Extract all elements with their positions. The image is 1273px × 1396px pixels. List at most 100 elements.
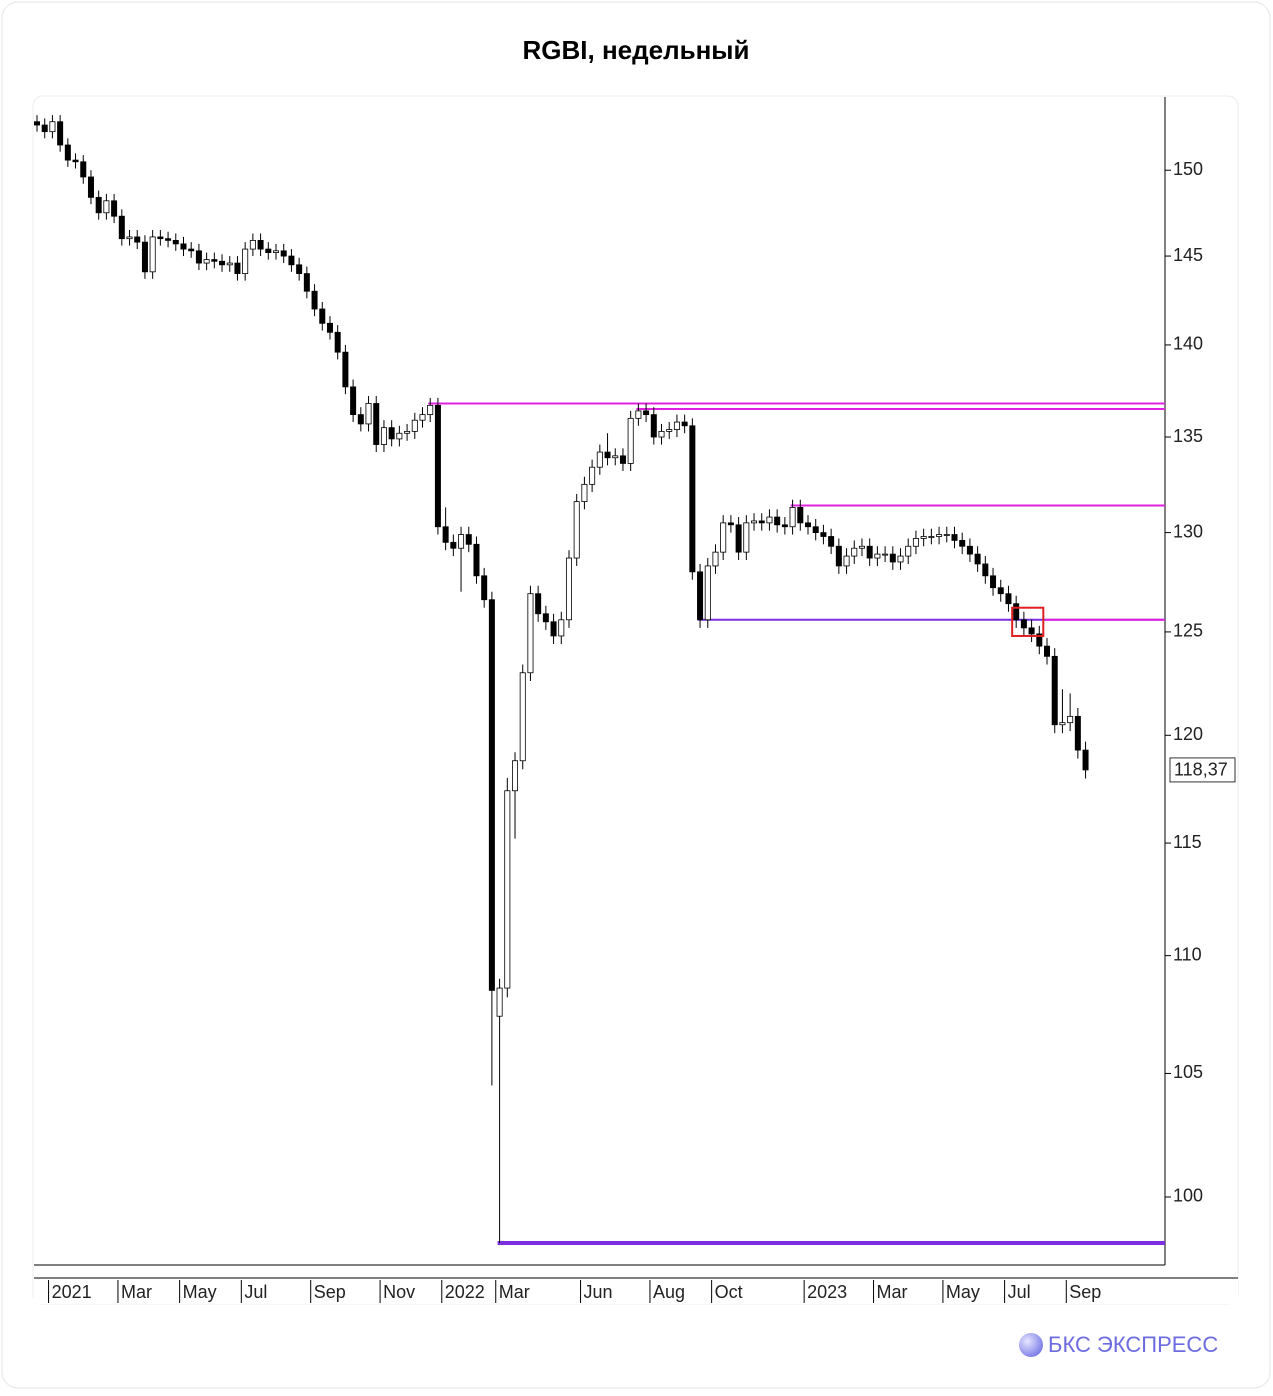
candle-body <box>481 575 488 601</box>
candle-body <box>1082 749 1089 771</box>
last-value-box <box>1169 757 1236 783</box>
candle-body <box>434 404 441 528</box>
candle-body <box>573 501 580 559</box>
candle-body <box>843 555 850 567</box>
candle-body <box>103 200 110 214</box>
x-tick-label: Jun <box>584 1282 613 1302</box>
candle-body <box>195 250 202 264</box>
candle-body <box>851 547 858 557</box>
candle-body <box>1005 593 1012 605</box>
x-tick-label: Jul <box>1008 1282 1031 1302</box>
candle-body <box>627 417 634 464</box>
candle-body <box>758 520 765 524</box>
candle-body <box>982 563 989 577</box>
candle-body <box>80 161 87 178</box>
x-tick-label: Sep <box>314 1282 346 1302</box>
x-tick-label: Oct <box>715 1282 743 1302</box>
x-tick-label: 2022 <box>445 1282 485 1302</box>
highlight-box <box>1011 606 1045 637</box>
candle-body <box>488 599 495 991</box>
candle-body <box>589 466 596 485</box>
candle-body <box>512 760 519 792</box>
candle-body <box>203 259 210 264</box>
candle-body <box>111 200 118 217</box>
y-tick-label: 115 <box>1173 832 1202 852</box>
candle-body <box>219 260 226 266</box>
candle-body <box>334 331 341 353</box>
candle-body <box>866 545 873 559</box>
candle-body <box>34 121 41 126</box>
candle-body <box>249 239 256 250</box>
candle-body <box>766 516 773 524</box>
candle-body <box>596 451 603 468</box>
candle-body <box>805 522 812 528</box>
candle-body <box>396 432 403 440</box>
candle-body <box>882 553 889 556</box>
candle-body <box>1074 715 1081 751</box>
candle-body <box>273 250 280 253</box>
candle-body <box>959 539 966 547</box>
candle-body <box>165 238 172 241</box>
candle-body <box>1044 645 1051 657</box>
x-tick-label: Nov <box>383 1282 415 1302</box>
x-tick-label: Mar <box>499 1282 530 1302</box>
candle-body <box>303 273 310 292</box>
y-tick-label: 120 <box>1173 724 1203 744</box>
candle-body <box>643 410 650 416</box>
candle-body <box>789 506 796 528</box>
candle-body <box>673 421 680 430</box>
candle-body <box>311 290 318 310</box>
candle-body <box>704 565 711 621</box>
candle-body <box>997 587 1004 595</box>
candle-body <box>134 236 141 243</box>
brand-logo <box>1019 1333 1043 1357</box>
candle-body <box>1067 715 1074 724</box>
candle-body <box>1020 619 1027 629</box>
candle-body <box>118 215 125 240</box>
candle-body <box>751 520 758 524</box>
candle-body <box>87 176 94 198</box>
candle-body <box>905 545 912 557</box>
candle-body <box>535 593 542 615</box>
x-tick-label: Mar <box>121 1282 152 1302</box>
candle-body <box>542 613 549 623</box>
candle-body <box>1028 627 1035 635</box>
candle-body <box>936 534 943 537</box>
y-tick-label: 105 <box>1173 1062 1203 1082</box>
candle-body <box>126 236 133 240</box>
candle-body <box>920 536 927 539</box>
candle-body <box>388 427 395 440</box>
candle-body <box>735 524 742 553</box>
candle-body <box>889 553 896 563</box>
candle-body <box>858 545 865 549</box>
candle-body <box>1059 722 1066 726</box>
candle-body <box>342 351 349 388</box>
candle-body <box>820 532 827 537</box>
candle-body <box>604 451 611 459</box>
candle-body <box>404 431 411 434</box>
candle-body <box>943 534 950 536</box>
candle-body <box>774 516 781 526</box>
x-tick-label: Mar <box>877 1282 908 1302</box>
x-tick-label: Aug <box>653 1282 685 1302</box>
candle-body <box>450 541 457 549</box>
candle-body <box>966 545 973 555</box>
x-tick-label: 2023 <box>807 1282 847 1302</box>
x-tick-label: Jul <box>244 1282 267 1302</box>
candle-body <box>874 553 881 559</box>
candle-body <box>565 557 572 621</box>
candle-body <box>743 522 750 553</box>
last-value-label: 118,37 <box>1174 760 1228 780</box>
candle-body <box>211 259 218 262</box>
y-tick-label: 100 <box>1173 1186 1203 1206</box>
candle-body <box>720 522 727 553</box>
y-tick-label: 130 <box>1173 521 1203 541</box>
candle-body <box>504 790 511 989</box>
candle-body <box>141 241 148 273</box>
candle-body <box>990 575 997 589</box>
candle-body <box>180 243 187 250</box>
candle-body <box>1051 655 1058 726</box>
y-tick-label: 110 <box>1173 944 1202 964</box>
candle-body <box>712 551 719 567</box>
